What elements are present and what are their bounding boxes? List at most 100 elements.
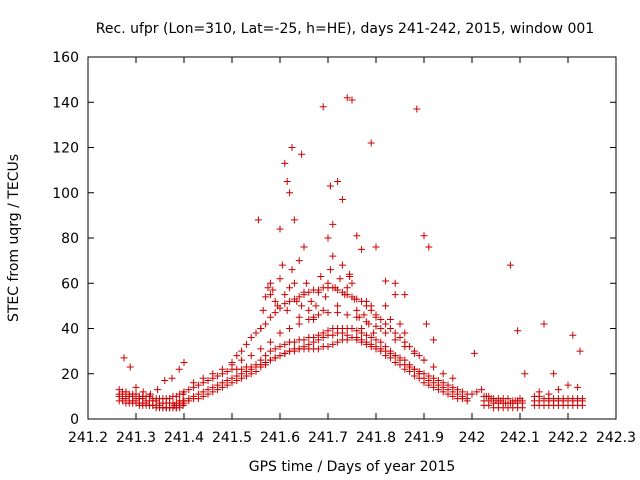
data-point [396,320,404,328]
data-point [401,338,409,346]
data-point [319,103,327,111]
data-point [410,347,418,355]
data-point [377,345,385,353]
data-point [238,374,246,382]
data-point [410,372,418,380]
data-point [259,306,267,314]
x-tick-label: 241.3 [116,430,156,446]
data-point [372,343,380,351]
data-point [228,379,236,387]
x-tick-label: 241.8 [356,430,396,446]
data-point [247,370,255,378]
x-tick-label: 241.5 [212,430,252,446]
data-point [326,182,334,190]
data-point [161,377,169,385]
data-point [262,293,270,301]
data-point [190,379,198,387]
data-point [391,336,399,344]
data-point [425,377,433,385]
y-tick-label: 140 [52,95,79,111]
data-point [329,220,337,228]
data-point [353,306,361,314]
data-point [238,365,246,373]
data-point [276,352,284,360]
data-point [420,374,428,382]
data-point [317,272,325,280]
data-point [434,381,442,389]
data-point [334,177,342,185]
data-point [334,302,342,310]
data-point [430,336,438,344]
data-point [262,320,270,328]
data-point [473,388,481,396]
data-point [312,302,320,310]
data-point [521,370,529,378]
data-point [199,374,207,382]
data-point [331,284,339,292]
y-tick-label: 20 [61,367,79,383]
data-point [348,279,356,287]
data-point [290,279,298,287]
data-point [420,356,428,364]
data-point [252,361,260,369]
data-point [281,159,289,167]
chart-title: Rec. ufpr (Lon=310, Lat=-25, h=HE), days… [96,21,594,37]
x-tick-label: 241.6 [260,430,300,446]
data-point [180,399,188,407]
data-point [271,345,279,353]
data-point [252,329,260,337]
data-point [506,261,514,269]
data-point [449,388,457,396]
data-point [324,234,332,242]
data-point [415,370,423,378]
data-point [329,252,337,260]
data-point [391,352,399,360]
data-point [204,390,212,398]
data-point [362,331,370,339]
y-tick-label: 160 [52,50,79,66]
data-point [288,266,296,274]
data-point [334,338,342,346]
data-point [326,266,334,274]
data-point [338,261,346,269]
data-point [223,367,231,375]
y-tick-label: 120 [52,141,79,157]
data-point [314,345,322,353]
data-point [413,105,421,113]
data-point [470,349,478,357]
data-point [271,309,279,317]
data-point [377,315,385,323]
x-tick-label: 242.1 [500,430,540,446]
data-point [257,363,265,371]
y-tick-label: 100 [52,186,79,202]
data-point [295,320,303,328]
data-point [209,388,217,396]
data-point [420,232,428,240]
data-point [329,331,337,339]
data-point [401,329,409,337]
data-point [247,363,255,371]
data-point [406,361,414,369]
data-point [406,343,414,351]
data-point [300,288,308,296]
data-point [281,300,289,308]
data-point [276,329,284,337]
data-point [430,363,438,371]
data-point [214,386,222,394]
data-point [247,334,255,342]
data-point [386,315,394,323]
data-point [372,336,380,344]
data-point [283,306,291,314]
data-point [540,320,548,328]
data-point [223,381,231,389]
data-point [180,388,188,396]
data-point [266,279,274,287]
data-point [574,383,582,391]
data-point [482,392,490,400]
data-point [252,367,260,375]
data-point [276,275,284,283]
data-point [353,327,361,335]
data-point [281,340,289,348]
data-point [324,327,332,335]
